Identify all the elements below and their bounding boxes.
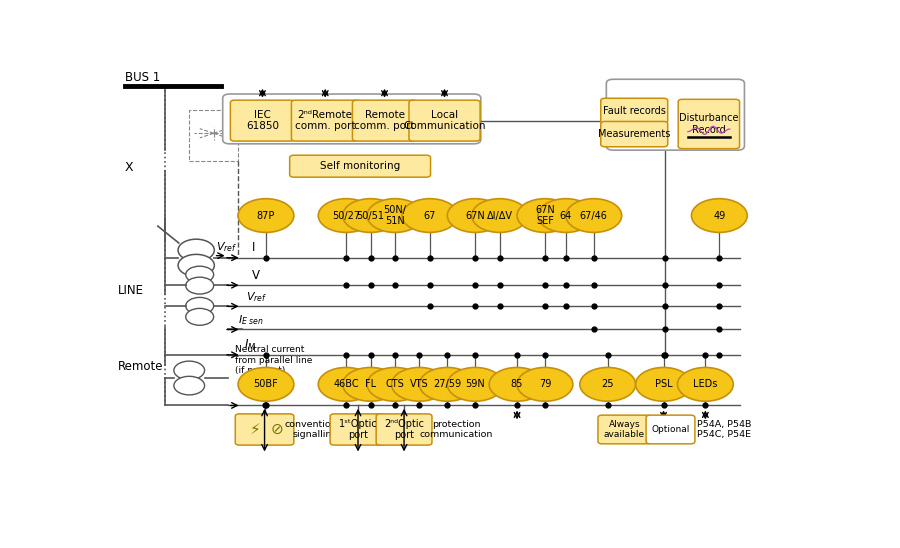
Text: CTS: CTS bbox=[385, 379, 404, 389]
FancyBboxPatch shape bbox=[601, 122, 668, 147]
Text: $V_{ref}$: $V_{ref}$ bbox=[247, 290, 267, 304]
FancyBboxPatch shape bbox=[235, 414, 293, 445]
Text: 67N
SEF: 67N SEF bbox=[536, 205, 554, 226]
Text: LINE: LINE bbox=[118, 284, 144, 296]
Circle shape bbox=[178, 254, 214, 276]
Circle shape bbox=[518, 199, 573, 232]
FancyBboxPatch shape bbox=[353, 100, 417, 141]
Circle shape bbox=[185, 277, 213, 294]
Text: Always
available: Always available bbox=[604, 420, 645, 439]
FancyBboxPatch shape bbox=[292, 100, 359, 141]
Circle shape bbox=[691, 199, 747, 232]
Text: 50N/
51N: 50N/ 51N bbox=[383, 205, 407, 226]
Text: ⚡: ⚡ bbox=[250, 422, 261, 437]
Text: Optional: Optional bbox=[652, 425, 689, 434]
Circle shape bbox=[518, 368, 573, 401]
FancyBboxPatch shape bbox=[290, 155, 430, 177]
Circle shape bbox=[580, 368, 635, 401]
Circle shape bbox=[472, 199, 527, 232]
Text: VTS: VTS bbox=[410, 379, 428, 389]
FancyBboxPatch shape bbox=[330, 414, 386, 445]
FancyBboxPatch shape bbox=[222, 94, 481, 144]
Text: 46BC: 46BC bbox=[333, 379, 359, 389]
Circle shape bbox=[367, 199, 423, 232]
Text: $I_{E\ sen}$: $I_{E\ sen}$ bbox=[238, 313, 264, 327]
Text: 2ⁿᵈRemote
comm. port: 2ⁿᵈRemote comm. port bbox=[295, 110, 356, 132]
Text: IEC
61850: IEC 61850 bbox=[246, 110, 279, 132]
FancyBboxPatch shape bbox=[601, 98, 668, 123]
Text: Fault records: Fault records bbox=[603, 106, 666, 116]
Text: $V_{ref}$: $V_{ref}$ bbox=[216, 240, 237, 254]
Text: Local
Communication: Local Communication bbox=[403, 110, 486, 132]
Circle shape bbox=[174, 361, 204, 380]
Text: $I_M$: $I_M$ bbox=[244, 338, 256, 352]
Circle shape bbox=[185, 266, 213, 283]
Text: protection
communication: protection communication bbox=[419, 420, 493, 439]
Text: 50/51: 50/51 bbox=[356, 210, 384, 220]
Circle shape bbox=[402, 199, 458, 232]
Circle shape bbox=[635, 368, 691, 401]
Text: Disturbance
Record: Disturbance Record bbox=[680, 113, 739, 135]
Circle shape bbox=[490, 368, 544, 401]
Circle shape bbox=[238, 368, 293, 401]
Circle shape bbox=[319, 368, 374, 401]
Text: Remote
comm. port: Remote comm. port bbox=[355, 110, 415, 132]
Circle shape bbox=[319, 199, 374, 232]
Circle shape bbox=[178, 239, 214, 261]
Text: 49: 49 bbox=[713, 210, 725, 220]
Text: LEDs: LEDs bbox=[693, 379, 717, 389]
Circle shape bbox=[185, 309, 213, 326]
Text: 87P: 87P bbox=[256, 210, 275, 220]
Text: 27/59: 27/59 bbox=[433, 379, 462, 389]
Text: 25: 25 bbox=[601, 379, 614, 389]
Circle shape bbox=[367, 368, 423, 401]
Text: 64: 64 bbox=[560, 210, 572, 220]
FancyBboxPatch shape bbox=[376, 414, 432, 445]
Text: BUS 1: BUS 1 bbox=[125, 71, 160, 83]
Circle shape bbox=[538, 199, 594, 232]
Text: 79: 79 bbox=[539, 379, 551, 389]
Circle shape bbox=[392, 368, 447, 401]
Text: Self monitoring: Self monitoring bbox=[320, 161, 400, 171]
FancyBboxPatch shape bbox=[679, 99, 740, 149]
Text: I: I bbox=[252, 242, 256, 254]
Text: ΔI/ΔV: ΔI/ΔV bbox=[487, 210, 513, 220]
Text: V: V bbox=[252, 269, 260, 282]
Text: conventional
signalling: conventional signalling bbox=[284, 420, 346, 439]
Text: Remote: Remote bbox=[118, 361, 164, 373]
Circle shape bbox=[419, 368, 475, 401]
Text: 50/27: 50/27 bbox=[332, 210, 360, 220]
Circle shape bbox=[447, 199, 503, 232]
Text: X: X bbox=[125, 161, 134, 174]
Circle shape bbox=[566, 199, 622, 232]
Text: 59N: 59N bbox=[465, 379, 485, 389]
Text: ⊘: ⊘ bbox=[271, 422, 284, 437]
Text: FL: FL bbox=[365, 379, 376, 389]
Circle shape bbox=[174, 376, 204, 395]
Text: P54A, P54B
P54C, P54E: P54A, P54B P54C, P54E bbox=[697, 420, 752, 439]
Circle shape bbox=[447, 368, 503, 401]
FancyBboxPatch shape bbox=[409, 100, 480, 141]
Text: 67: 67 bbox=[424, 210, 436, 220]
Text: 1ˢᵗOptic
port: 1ˢᵗOptic port bbox=[338, 419, 377, 440]
FancyBboxPatch shape bbox=[598, 415, 651, 444]
Text: 67/46: 67/46 bbox=[580, 210, 608, 220]
FancyBboxPatch shape bbox=[230, 100, 294, 141]
Circle shape bbox=[185, 298, 213, 315]
Text: PSL: PSL bbox=[654, 379, 672, 389]
Circle shape bbox=[238, 199, 293, 232]
Text: 50BF: 50BF bbox=[254, 379, 278, 389]
FancyBboxPatch shape bbox=[607, 79, 744, 150]
Text: 67N: 67N bbox=[465, 210, 485, 220]
Circle shape bbox=[678, 368, 734, 401]
Circle shape bbox=[343, 368, 399, 401]
Text: Measurements: Measurements bbox=[598, 129, 670, 139]
Text: 85: 85 bbox=[511, 379, 523, 389]
FancyBboxPatch shape bbox=[646, 415, 695, 444]
Text: Neutral current
from parallel line
(if present): Neutral current from parallel line (if p… bbox=[235, 345, 312, 375]
Circle shape bbox=[343, 199, 399, 232]
Text: 2ⁿᵈOptic
port: 2ⁿᵈOptic port bbox=[384, 419, 424, 440]
